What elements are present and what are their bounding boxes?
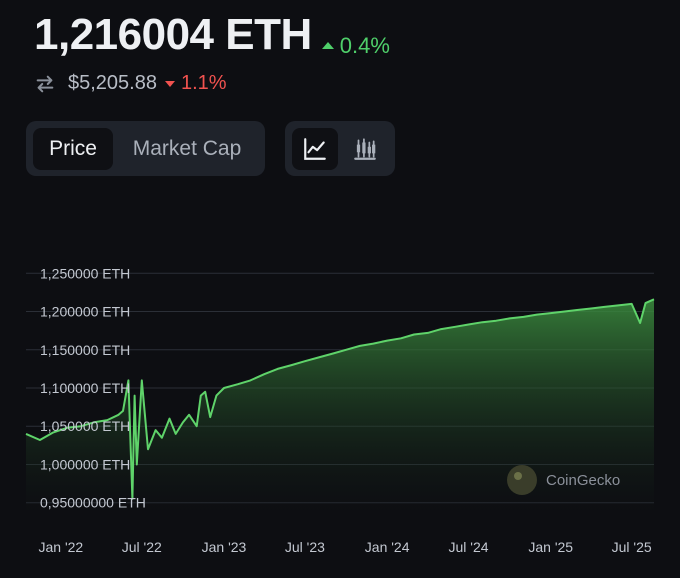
tab-price[interactable]: Price bbox=[33, 127, 113, 170]
price-header: 1,216004 ETH 0.4% bbox=[34, 10, 390, 60]
x-tick-label: Jul '22 bbox=[122, 539, 162, 555]
x-tick-label: Jul '24 bbox=[448, 539, 488, 555]
coingecko-logo-icon bbox=[507, 465, 537, 495]
y-tick-label: 1,000000 ETH bbox=[40, 456, 130, 472]
swap-arrows-icon bbox=[36, 75, 54, 92]
price-chart-svg: 1,250000 ETH 1,200000 ETH 1,150000 ETH 1,10… bbox=[25, 265, 655, 555]
x-tick-label: Jan '25 bbox=[528, 539, 573, 555]
caret-up-icon bbox=[321, 42, 334, 49]
usd-price-value: $5,205.88 bbox=[68, 72, 157, 94]
coingecko-label: CoinGecko bbox=[546, 472, 620, 489]
x-tick-label: Jan '23 bbox=[202, 539, 247, 555]
price-change-up-value: 0.4% bbox=[339, 32, 390, 58]
y-tick-label: 1,100000 ETH bbox=[40, 380, 130, 396]
coingecko-watermark: CoinGecko bbox=[507, 465, 620, 495]
price-change-up: 0.4% bbox=[321, 32, 390, 59]
y-tick-label: 1,200000 ETH bbox=[40, 304, 130, 320]
line-chart-icon bbox=[304, 137, 326, 160]
price-series-line bbox=[25, 298, 655, 500]
y-tick-label: 1,150000 ETH bbox=[40, 342, 130, 358]
candlestick-icon bbox=[354, 137, 376, 160]
y-tick-label: 0,95000000 ETH bbox=[40, 495, 146, 511]
usd-price-row: $5,205.88 1.1% bbox=[34, 72, 227, 95]
tab-market-cap[interactable]: Market Cap bbox=[132, 136, 242, 160]
metric-toggle: Price Market Cap bbox=[26, 121, 265, 176]
x-tick-label: Jan '22 bbox=[39, 539, 84, 555]
price-change-down-value: 1.1% bbox=[180, 72, 227, 94]
caret-down-icon bbox=[164, 80, 175, 87]
price-area-fill bbox=[26, 299, 654, 516]
price-change-down: 1.1% bbox=[164, 72, 227, 95]
x-tick-label: Jan '24 bbox=[365, 539, 410, 555]
eth-price-value: 1,216004 ETH bbox=[34, 10, 312, 59]
y-tick-label: 1,050000 ETH bbox=[40, 418, 130, 434]
price-chart[interactable]: 1,250000 ETH 1,200000 ETH 1,150000 ETH 1,10… bbox=[0, 240, 680, 578]
x-tick-label: Jul '23 bbox=[285, 539, 325, 555]
y-tick-label: 1,250000 ETH bbox=[40, 265, 130, 281]
x-tick-label: Jul '25 bbox=[612, 539, 652, 555]
candlestick-chart-button[interactable] bbox=[342, 128, 388, 170]
line-chart-button[interactable] bbox=[292, 127, 338, 170]
chart-type-toggle bbox=[285, 121, 395, 176]
